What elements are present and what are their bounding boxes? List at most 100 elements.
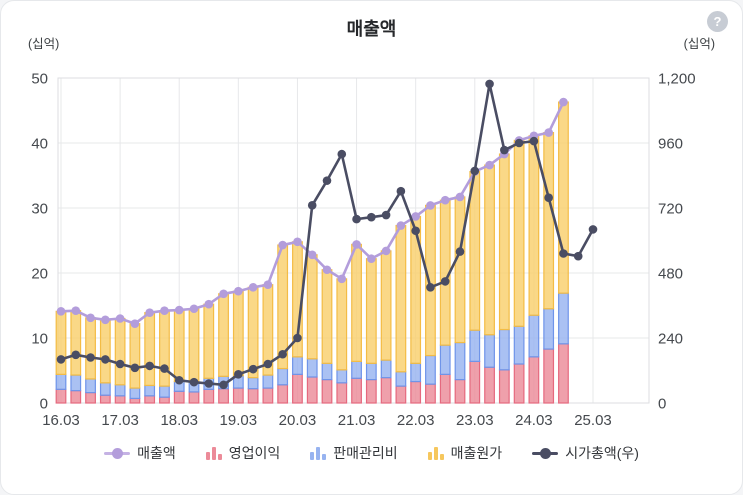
point-시가총액(우)[interactable] [426, 283, 435, 292]
bar-segment-매출원가[interactable] [99, 319, 111, 384]
point-매출액[interactable] [160, 306, 169, 316]
point-시가총액(우)[interactable] [174, 375, 184, 385]
bar-segment-영업이익[interactable] [218, 388, 229, 404]
bar-segment-판매관리비[interactable] [55, 373, 67, 390]
point-매출액[interactable] [367, 254, 376, 263]
point-매출액[interactable] [86, 313, 95, 323]
bar-segment-판매관리비[interactable] [306, 358, 318, 378]
point-시가총액(우)[interactable] [381, 210, 391, 220]
point-시가총액(우)[interactable] [396, 186, 406, 196]
point-시가총액(우)[interactable] [514, 138, 524, 148]
bar-segment-매출원가[interactable] [454, 196, 466, 344]
bar-segment-영업이익[interactable] [558, 343, 569, 404]
point-시가총액(우)[interactable] [219, 380, 228, 390]
point-시가총액(우)[interactable] [101, 355, 110, 364]
bar-segment-매출원가[interactable] [306, 254, 318, 360]
bar-segment-판매관리비[interactable] [498, 328, 510, 371]
bar-segment-판매관리비[interactable] [395, 371, 407, 387]
bar-segment-영업이익[interactable] [173, 390, 185, 404]
bar-segment-영업이익[interactable] [70, 390, 82, 404]
point-매출액[interactable] [278, 240, 287, 250]
bar-segment-판매관리비[interactable] [425, 354, 436, 385]
point-시가총액(우)[interactable] [189, 377, 199, 387]
bar-segment-영업이익[interactable] [55, 388, 67, 404]
point-시가총액(우)[interactable] [86, 353, 95, 362]
point-시가총액(우)[interactable] [56, 355, 66, 364]
bar-segment-매출원가[interactable] [336, 278, 348, 371]
bar-segment-판매관리비[interactable] [321, 362, 333, 381]
bar-segment-영업이익[interactable] [395, 385, 407, 404]
point-시가총액(우)[interactable] [160, 364, 169, 373]
point-매출액[interactable] [293, 237, 302, 247]
bar-segment-판매관리비[interactable] [558, 292, 569, 345]
point-매출액[interactable] [56, 307, 66, 316]
bar-segment-영업이익[interactable] [543, 348, 555, 404]
point-시가총액(우)[interactable] [115, 359, 125, 369]
bar-segment-판매관리비[interactable] [336, 369, 348, 384]
bar-segment-판매관리비[interactable] [351, 360, 362, 379]
bar-segment-판매관리비[interactable] [129, 387, 141, 400]
bar-segment-영업이익[interactable] [365, 379, 377, 404]
point-시가총액(우)[interactable] [500, 145, 509, 155]
point-매출액[interactable] [145, 308, 154, 317]
bar-segment-영업이익[interactable] [247, 388, 259, 404]
point-시가총액(우)[interactable] [455, 247, 465, 256]
bar-segment-매출원가[interactable] [247, 286, 259, 379]
bar-segment-매출원가[interactable] [528, 135, 540, 316]
bar-segment-매출원가[interactable] [203, 303, 215, 379]
point-시가총액(우)[interactable] [337, 149, 347, 159]
bar-segment-영업이익[interactable] [277, 384, 289, 404]
bar-segment-매출원가[interactable] [173, 309, 185, 383]
point-시가총액(우)[interactable] [263, 359, 273, 369]
bar-segment-매출원가[interactable] [114, 317, 126, 386]
point-시가총액(우)[interactable] [322, 176, 332, 185]
point-시가총액(우)[interactable] [559, 249, 568, 258]
bar-segment-판매관리비[interactable] [70, 374, 82, 392]
point-시가총액(우)[interactable] [367, 212, 376, 222]
bar-segment-매출원가[interactable] [351, 243, 362, 362]
bar-segment-영업이익[interactable] [380, 377, 392, 404]
point-시가총액(우)[interactable] [544, 193, 553, 203]
bar-segment-영업이익[interactable] [306, 376, 318, 404]
point-시가총액(우)[interactable] [293, 333, 302, 343]
point-시가총액(우)[interactable] [352, 214, 361, 224]
bar-segment-매출원가[interactable] [543, 132, 555, 310]
point-매출액[interactable] [455, 192, 465, 202]
point-매출액[interactable] [352, 240, 361, 249]
bar-segment-판매관리비[interactable] [380, 359, 392, 379]
bar-segment-매출원가[interactable] [232, 290, 244, 377]
point-시가총액(우)[interactable] [485, 79, 494, 89]
point-매출액[interactable] [322, 265, 332, 275]
point-시가총액(우)[interactable] [278, 349, 287, 359]
help-icon[interactable]: ? [707, 11, 728, 32]
bar-segment-영업이익[interactable] [498, 369, 510, 404]
bar-segment-영업이익[interactable] [484, 366, 495, 404]
point-매출액[interactable] [485, 160, 494, 170]
bar-segment-판매관리비[interactable] [528, 314, 540, 358]
bar-segment-판매관리비[interactable] [85, 378, 96, 394]
bar-segment-매출원가[interactable] [425, 204, 436, 357]
point-시가총액(우)[interactable] [234, 369, 243, 379]
point-매출액[interactable] [101, 315, 110, 325]
bar-segment-영업이익[interactable] [203, 388, 215, 404]
bar-segment-영업이익[interactable] [425, 383, 436, 404]
legend-item-sga[interactable]: 판매관리비 [310, 443, 398, 463]
bar-segment-판매관리비[interactable] [144, 384, 156, 397]
point-매출액[interactable] [71, 306, 81, 316]
point-시가총액(우)[interactable] [529, 136, 539, 146]
point-매출액[interactable] [189, 304, 199, 314]
bar-segment-판매관리비[interactable] [292, 356, 303, 376]
point-시가총액(우)[interactable] [71, 350, 81, 360]
bar-segment-매출원가[interactable] [513, 139, 525, 327]
bar-segment-영업이익[interactable] [321, 379, 333, 404]
bar-segment-영업이익[interactable] [292, 373, 303, 404]
point-매출액[interactable] [248, 283, 258, 292]
bar-segment-매출원가[interactable] [129, 323, 141, 389]
bar-segment-판매관리비[interactable] [454, 341, 466, 381]
bar-segment-판매관리비[interactable] [114, 384, 126, 397]
point-시가총액(우)[interactable] [145, 361, 154, 371]
bar-segment-영업이익[interactable] [439, 373, 451, 404]
bar-segment-판매관리비[interactable] [277, 367, 289, 386]
bar-segment-매출원가[interactable] [159, 310, 170, 387]
bar-segment-영업이익[interactable] [513, 363, 525, 404]
